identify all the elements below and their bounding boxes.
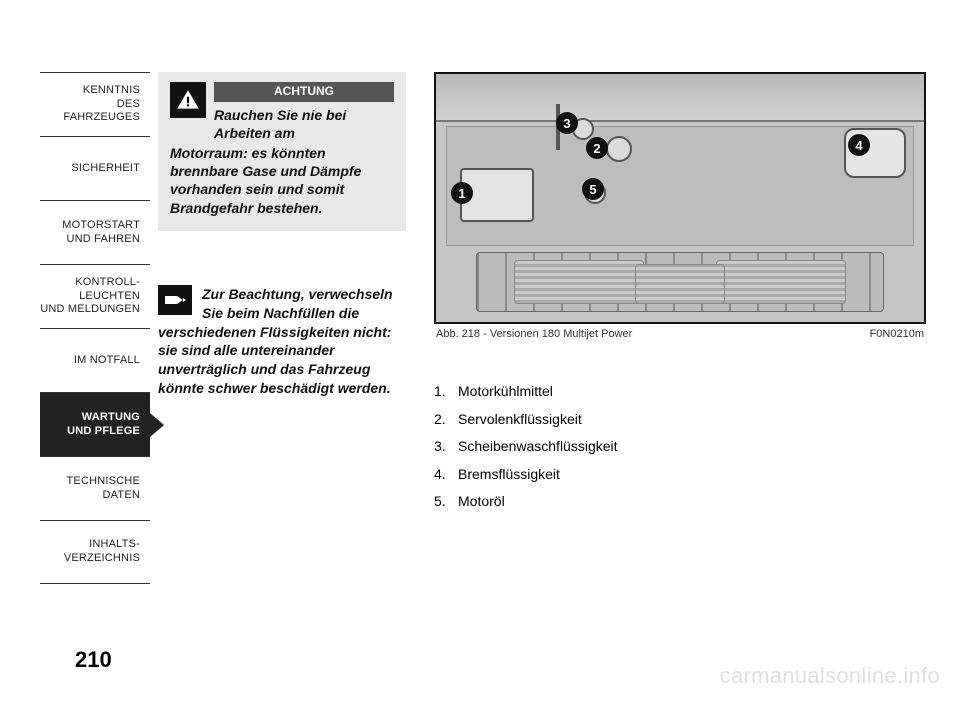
left-text-column: ACHTUNG Rauchen Sie nie bei Arbeiten am …	[158, 72, 406, 398]
diagram-marker-4: 4	[848, 134, 870, 156]
figure-caption: Abb. 218 - Versionen 180 Multijet Power …	[434, 328, 926, 340]
tab-label: UND MELDUNGEN	[40, 303, 140, 317]
diagram-marker-2: 2	[586, 137, 608, 159]
marker-number: 1	[458, 186, 465, 201]
warning-heading: ACHTUNG	[214, 82, 394, 102]
tab-label: UND PFLEGE	[67, 425, 140, 439]
tab-label: IM NOTFALL	[74, 354, 140, 368]
tab-label: DATEN	[103, 489, 140, 503]
tab-label: LEUCHTEN	[79, 290, 140, 304]
marker-number: 5	[589, 182, 596, 197]
legend-label: Servolenkflüssigkeit	[458, 410, 582, 430]
legend-label: Motorkühlmittel	[458, 382, 553, 402]
watermark-text: carmanualsonline.info	[720, 663, 940, 689]
sidebar-tab-kontrollleuchten[interactable]: KONTROLL- LEUCHTEN UND MELDUNGEN	[40, 264, 150, 328]
sidebar-tab-technische[interactable]: TECHNISCHE DATEN	[40, 456, 150, 520]
legend-item: 5. Motoröl	[434, 492, 926, 512]
tab-label: TECHNISCHE	[66, 475, 140, 489]
figure-caption-left: Abb. 218 - Versionen 180 Multijet Power	[436, 328, 632, 340]
diagram-marker-5: 5	[582, 178, 604, 200]
note-lead-text: Zur Beachtung, verwechseln Sie beim Nach…	[202, 285, 406, 323]
warning-lead-text: Rauchen Sie nie bei Arbeiten am	[214, 106, 394, 142]
oil-can-icon	[158, 285, 192, 315]
legend-number: 2.	[434, 410, 458, 430]
sidebar-tab-sicherheit[interactable]: SICHERHEIT	[40, 136, 150, 200]
legend-number: 5.	[434, 492, 458, 512]
tab-label: INHALTS-	[89, 538, 140, 552]
warning-triangle-icon	[170, 82, 206, 118]
sidebar-tab-wartung[interactable]: WARTUNG UND PFLEGE	[40, 392, 150, 456]
legend-list: 1. Motorkühlmittel 2. Servolenkflüssigke…	[434, 382, 926, 512]
legend-item: 3. Scheibenwaschflüssigkeit	[434, 437, 926, 457]
tab-label: MOTORSTART	[62, 219, 140, 233]
diagram-marker-3: 3	[556, 112, 578, 134]
tab-label: UND FAHREN	[66, 233, 140, 247]
marker-number: 2	[593, 141, 600, 156]
page-number: 210	[75, 647, 112, 673]
sidebar-tab-motorstart[interactable]: MOTORSTART UND FAHREN	[40, 200, 150, 264]
diagram-marker-1: 1	[451, 182, 473, 204]
marker-number: 4	[855, 138, 862, 153]
legend-label: Scheibenwaschflüssigkeit	[458, 437, 618, 457]
legend-number: 3.	[434, 437, 458, 457]
sidebar-tab-kenntnis[interactable]: KENNTNIS DES FAHRZEUGES	[40, 72, 150, 136]
legend-item: 4. Bremsflüssigkeit	[434, 465, 926, 485]
engine-bay-diagram: 1 5 2 3 4	[434, 72, 926, 324]
note-body-text: verschiedenen Flüssigkeiten nicht: sie s…	[158, 323, 406, 399]
right-column: 1 5 2 3 4 Abb. 218 - Versionen 180 Multi…	[434, 72, 926, 520]
chapter-sidebar: KENNTNIS DES FAHRZEUGES SICHERHEIT MOTOR…	[40, 72, 150, 584]
note-block: Zur Beachtung, verwechseln Sie beim Nach…	[158, 285, 406, 398]
tab-label: DES FAHRZEUGES	[40, 98, 140, 126]
figure-caption-right: F0N0210m	[870, 328, 924, 340]
tab-label: KENNTNIS	[83, 84, 140, 98]
tab-label: SICHERHEIT	[71, 162, 140, 176]
legend-number: 1.	[434, 382, 458, 402]
tab-label: WARTUNG	[82, 411, 140, 425]
sidebar-tab-inhalt[interactable]: INHALTS- VERZEICHNIS	[40, 520, 150, 584]
tab-label: VERZEICHNIS	[64, 552, 140, 566]
legend-label: Motoröl	[458, 492, 505, 512]
warning-body-text: Motorraum: es könnten brennbare Gase und…	[170, 144, 394, 217]
tab-label: KONTROLL-	[75, 276, 140, 290]
sidebar-tab-notfall[interactable]: IM NOTFALL	[40, 328, 150, 392]
legend-item: 1. Motorkühlmittel	[434, 382, 926, 402]
legend-number: 4.	[434, 465, 458, 485]
marker-number: 3	[563, 116, 570, 131]
warning-box: ACHTUNG Rauchen Sie nie bei Arbeiten am …	[158, 72, 406, 231]
legend-item: 2. Servolenkflüssigkeit	[434, 410, 926, 430]
legend-label: Bremsflüssigkeit	[458, 465, 560, 485]
